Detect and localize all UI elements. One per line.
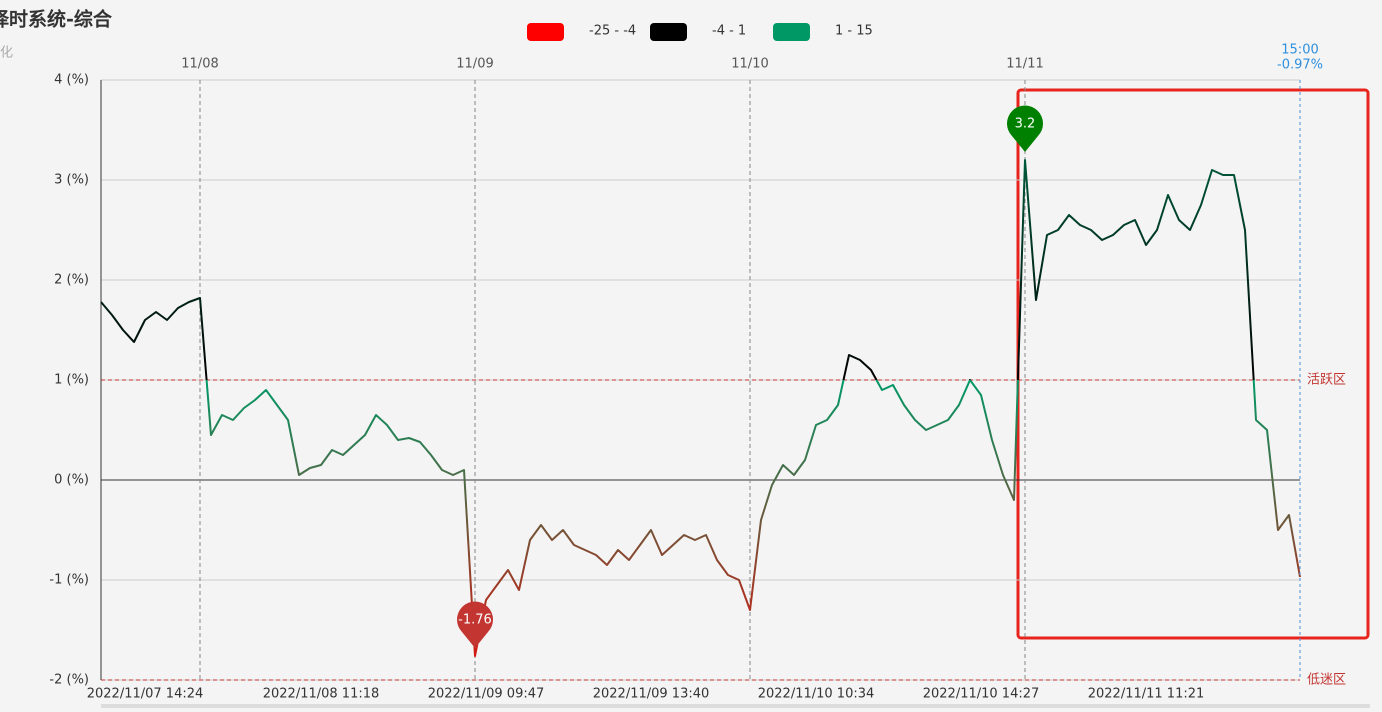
x-tick-label: 2022/11/10 10:34: [758, 687, 875, 702]
y-tick-label: 0 (%): [54, 473, 89, 488]
legend-label: 1 - 15: [835, 24, 873, 39]
end-time: 15:00: [1281, 43, 1318, 58]
y-tick-label: 1 (%): [54, 373, 89, 388]
y-tick-label: 2 (%): [54, 273, 89, 288]
y-tick-label: 3 (%): [54, 173, 89, 188]
highlight-box: [1016, 88, 1370, 640]
legend-label: -4 - 1: [712, 24, 746, 39]
threshold-label: 活跃区: [1307, 373, 1346, 388]
chart-subtitle: 化: [0, 46, 13, 61]
legend-swatch: [527, 23, 564, 41]
mark-label: -1.76: [458, 613, 492, 628]
day-label: 11/11: [1006, 57, 1043, 72]
y-tick-label: 4 (%): [54, 73, 89, 88]
x-tick-label: 2022/11/07 14:24: [87, 687, 204, 702]
y-tick-label: -1 (%): [49, 573, 89, 588]
day-label: 11/10: [731, 57, 768, 72]
end-value: -0.97%: [1277, 58, 1323, 73]
x-tick-label: 2022/11/09 09:47: [428, 687, 545, 702]
legend-swatch: [650, 23, 687, 41]
y-tick-label: -2 (%): [49, 673, 89, 688]
legend: -25 - -4 -4 - 1 1 - 15: [527, 23, 873, 41]
x-tick-label: 2022/11/10 14:27: [923, 687, 1040, 702]
threshold-label: 低迷区: [1307, 673, 1346, 688]
legend-label: -25 - -4: [589, 24, 636, 39]
x-tick-label: 2022/11/11 11:21: [1088, 687, 1205, 702]
line-series: [100, 159, 1301, 657]
chart-title: 择时系统-综合: [0, 8, 113, 31]
day-label: 11/08: [181, 57, 218, 72]
x-tick-label: 2022/11/08 11:18: [263, 687, 380, 702]
mark-pin: [457, 601, 494, 648]
x-tick-label: 2022/11/09 13:40: [593, 687, 710, 702]
day-label: 11/09: [456, 57, 493, 72]
mark-pin: [1007, 105, 1043, 152]
mark-label: 3.2: [1015, 117, 1036, 132]
legend-swatch: [773, 23, 810, 41]
